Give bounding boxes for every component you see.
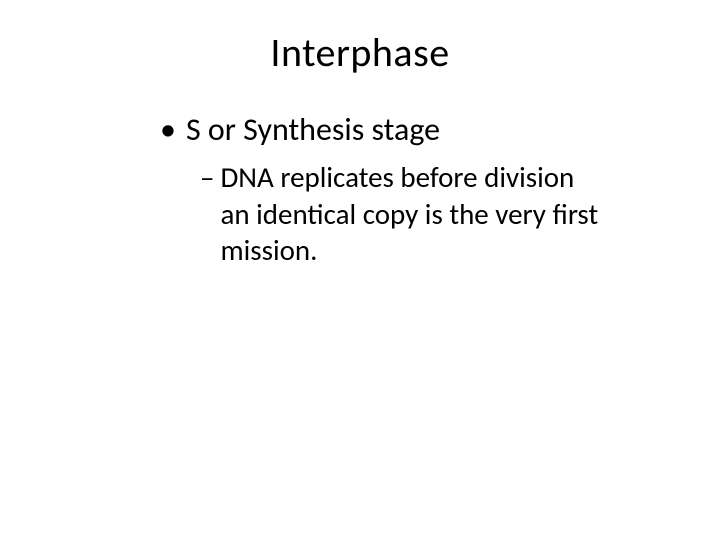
bullet-marker-icon: • xyxy=(160,111,176,149)
bullet-level-2: – DNA replicates before division an iden… xyxy=(200,159,600,268)
bullet-text: DNA replicates before division an identi… xyxy=(220,159,600,268)
dash-marker-icon: – xyxy=(200,159,214,195)
bullet-level-1: • S or Synthesis stage xyxy=(160,111,650,149)
slide: Interphase • S or Synthesis stage – DNA … xyxy=(0,0,720,540)
bullet-text: S or Synthesis stage xyxy=(186,111,440,149)
slide-title: Interphase xyxy=(70,28,650,77)
